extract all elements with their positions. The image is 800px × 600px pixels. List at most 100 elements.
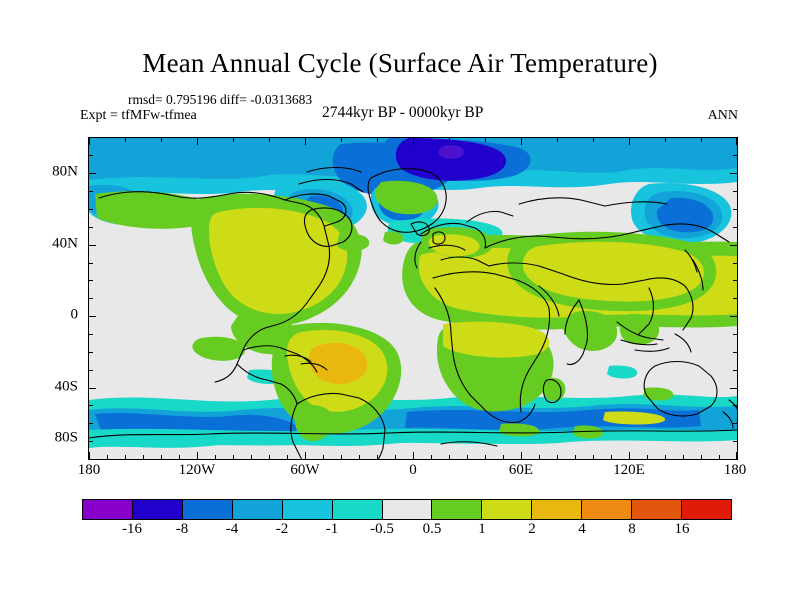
world-anomaly-map: [89, 138, 737, 459]
xtick-top-minor: [665, 137, 666, 142]
colorbar-tick-label: 16: [674, 521, 690, 537]
ytick-minor: [88, 227, 93, 228]
ytick-right-major: [730, 316, 738, 317]
xtick-major: [736, 452, 737, 460]
xtick-minor: [269, 455, 270, 460]
xtick-minor: [485, 455, 486, 460]
xtick-label: 60W: [290, 462, 320, 478]
ytick-minor: [88, 298, 93, 299]
colorbar-tick-label: -0.5: [370, 521, 394, 537]
xtick-top-minor: [377, 137, 378, 142]
ytick-minor: [88, 352, 93, 353]
colorbar-segment: [332, 500, 383, 519]
xtick-minor: [179, 455, 180, 460]
xtick-minor: [449, 455, 450, 460]
xtick-label: 120W: [178, 462, 216, 478]
colorbar-tick-label: 2: [528, 521, 536, 537]
ytick-minor: [88, 155, 93, 156]
xtick-top-minor: [593, 137, 594, 142]
ytick-right-minor: [733, 263, 738, 264]
xtick-label: 180: [77, 462, 101, 478]
xtick-minor: [287, 455, 288, 460]
xtick-minor: [467, 455, 468, 460]
ytick-label: 40N: [52, 235, 78, 252]
ytick-right-minor: [733, 298, 738, 299]
ytick-right-major: [730, 245, 738, 246]
colorbar-segment: [282, 500, 333, 519]
colorbar-tick-label: -16: [122, 521, 142, 537]
experiment-label: Expt = tfMFw-tfmea: [80, 108, 197, 123]
xtick-major: [521, 452, 522, 460]
xtick-minor: [215, 455, 216, 460]
colorbar-segment: [532, 500, 583, 519]
ytick-label: 40S: [54, 378, 78, 395]
xtick-top-minor: [701, 137, 702, 142]
xtick-label: 0: [409, 462, 417, 478]
xtick-minor: [557, 455, 558, 460]
ytick-minor: [88, 209, 93, 210]
xtick-minor: [701, 455, 702, 460]
xtick-minor: [125, 455, 126, 460]
ytick-minor: [88, 334, 93, 335]
xtick-label: 60E: [508, 462, 534, 478]
ytick-label: 80S: [54, 429, 78, 446]
xtick-top-minor: [557, 137, 558, 142]
xtick-top-minor: [341, 137, 342, 142]
colorbar-tick-label: -4: [225, 521, 239, 537]
ytick-label: 80N: [52, 163, 78, 180]
ytick-minor: [88, 191, 93, 192]
xtick-minor: [611, 455, 612, 460]
figure-title: Mean Annual Cycle (Surface Air Temperatu…: [142, 48, 658, 78]
ytick-minor: [88, 423, 93, 424]
xtick-top-minor: [161, 137, 162, 142]
xtick-top-major: [89, 137, 90, 145]
xtick-minor: [143, 455, 144, 460]
ytick-right-major: [730, 173, 738, 174]
ytick-minor: [88, 441, 93, 442]
ytick-right-minor: [733, 441, 738, 442]
ytick-major: [88, 388, 96, 389]
xtick-label: 180: [723, 462, 747, 478]
colorbar-segment: [232, 500, 283, 519]
ytick-minor: [88, 263, 93, 264]
xtick-minor: [503, 455, 504, 460]
ytick-right-minor: [733, 280, 738, 281]
xtick-minor: [359, 455, 360, 460]
xtick-top-major: [629, 137, 630, 145]
colorbar-tick-label: -1: [325, 521, 339, 537]
xtick-minor: [107, 455, 108, 460]
ytick-right-major: [730, 388, 738, 389]
colorbar-segment: [382, 500, 433, 519]
ytick-right-minor: [733, 155, 738, 156]
colorbar-segment: [83, 500, 133, 519]
xtick-minor: [665, 455, 666, 460]
xtick-minor: [341, 455, 342, 460]
xtick-minor: [431, 455, 432, 460]
ytick-right-minor: [733, 191, 738, 192]
map-plot-area: [88, 137, 738, 460]
ytick-minor: [88, 280, 93, 281]
rmsd-statistics-label: rmsd= 0.795196 diff= -0.0313683: [128, 92, 313, 107]
xtick-minor: [161, 455, 162, 460]
colorbar-tick-label: 0.5: [422, 521, 442, 537]
ytick-minor: [88, 405, 93, 406]
colorbar: [82, 499, 732, 520]
ytick-major: [88, 173, 96, 174]
season-label: ANN: [707, 108, 738, 123]
xtick-minor: [377, 455, 378, 460]
colorbar-tick-label: 8: [628, 521, 636, 537]
xtick-minor: [251, 455, 252, 460]
colorbar-tick-label: -8: [175, 521, 189, 537]
xtick-top-minor: [485, 137, 486, 142]
ytick-minor: [88, 370, 93, 371]
colorbar-segment: [682, 500, 731, 519]
colorbar-tick-label: -2: [275, 521, 289, 537]
ytick-right-minor: [733, 334, 738, 335]
xtick-top-major: [305, 137, 306, 145]
ytick-right-minor: [733, 405, 738, 406]
xtick-major: [629, 452, 630, 460]
colorbar-tick-label: 4: [578, 521, 586, 537]
ytick-right-minor: [733, 423, 738, 424]
colorbar-segment: [582, 500, 633, 519]
